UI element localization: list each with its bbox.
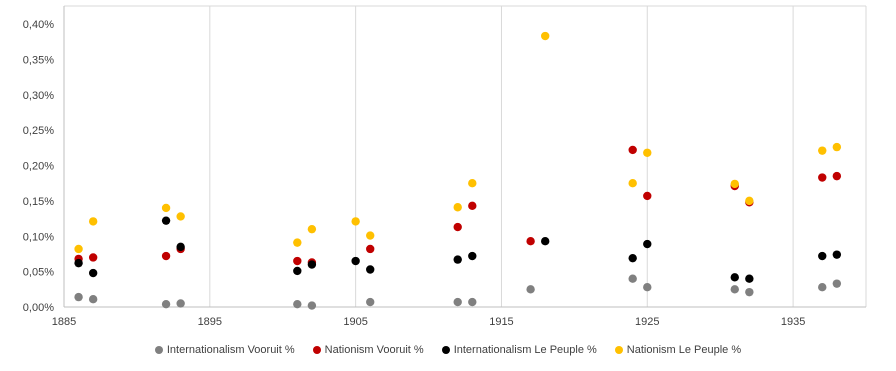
point-series-2	[366, 244, 375, 254]
legend-label: Internationalism Le Peuple %	[453, 344, 597, 356]
point-series-3	[307, 260, 317, 269]
point-series-4	[745, 196, 754, 206]
point-series-2	[468, 201, 477, 211]
point-series-4	[161, 203, 171, 213]
point-series-4	[453, 203, 462, 212]
point-series-2	[88, 253, 98, 262]
legend-item: Nationism Vooruit %	[312, 344, 424, 356]
y-tick-label: 0,20%	[23, 161, 54, 173]
point-series-2	[628, 145, 637, 155]
x-tick-label: 1895	[198, 316, 222, 328]
legend-item: Internationalism Vooruit %	[154, 344, 295, 356]
point-series-3	[74, 258, 83, 268]
point-series-2	[818, 173, 827, 182]
axes: 1885 1895 1905 1915 1925 1935 0,00% 0,05% 0,10% 0…	[23, 6, 866, 328]
point-series-1	[293, 299, 302, 309]
point-series-2	[832, 171, 842, 181]
legend-item: Internationalism Le Peuple %	[441, 344, 597, 356]
point-series-1	[176, 299, 185, 308]
point-series-3	[293, 266, 302, 276]
point-series-2	[526, 237, 535, 246]
point-series-3	[628, 253, 637, 263]
point-series-1	[745, 287, 754, 297]
point-series-4	[293, 238, 302, 247]
point-series-1	[468, 297, 477, 307]
point-series-2	[643, 191, 652, 201]
point-series-1	[88, 295, 98, 304]
point-series-1	[832, 279, 842, 288]
point-series-3	[88, 268, 98, 278]
point-series-3	[643, 239, 652, 249]
point-series-3	[366, 265, 375, 274]
point-series-1	[453, 297, 462, 307]
point-series-4	[730, 179, 739, 189]
y-tick-label: 0,25%	[23, 125, 54, 137]
point-series-2	[293, 256, 302, 266]
point-series-4	[351, 217, 360, 226]
point-series-4	[366, 231, 375, 240]
point-series-3	[453, 255, 462, 264]
legend-item: Nationism Le Peuple %	[614, 344, 742, 356]
point-series-4	[307, 224, 317, 234]
point-series-3	[161, 216, 171, 225]
legend-label: Nationism Vooruit %	[324, 344, 424, 356]
legend-label: Nationism Le Peuple %	[626, 344, 742, 356]
point-series-4	[176, 212, 185, 221]
y-tick-label: 0,00%	[23, 302, 54, 314]
y-tick-label: 0,05%	[23, 267, 54, 279]
point-series-1	[628, 274, 637, 283]
point-series-3	[468, 251, 477, 261]
legend-marker-icon	[441, 346, 450, 354]
point-series-1	[307, 301, 317, 310]
y-tick-label: 0,30%	[23, 90, 54, 102]
point-series-4	[818, 146, 827, 155]
point-series-3	[745, 274, 754, 283]
x-tick-label: 1935	[781, 316, 805, 328]
legend-marker-icon	[154, 346, 163, 354]
point-series-1	[643, 282, 652, 292]
point-series-3	[351, 256, 360, 266]
x-tick-label: 1905	[343, 316, 367, 328]
point-series-3	[730, 273, 739, 282]
y-tick-label: 0,10%	[23, 231, 54, 243]
point-series-1	[730, 285, 739, 294]
legend-label: Internationalism Vooruit %	[166, 344, 295, 356]
point-series-4	[88, 217, 98, 226]
grid-lines	[63, 5, 867, 307]
legend-marker-icon	[614, 346, 623, 354]
x-tick-label: 1885	[52, 316, 76, 328]
point-series-3	[176, 242, 185, 252]
point-series-3	[832, 250, 842, 259]
point-series-4	[643, 148, 652, 157]
point-series-1	[818, 282, 827, 292]
x-tick-label: 1915	[489, 316, 513, 328]
point-series-4	[74, 244, 83, 254]
scatter-plot: 1885 1895 1905 1915 1925 1935 0,00% 0,05% 0,10% 0…	[23, 5, 867, 328]
point-series-4	[468, 178, 477, 188]
point-series-2	[161, 251, 171, 261]
point-series-1	[526, 285, 535, 294]
point-series-4	[832, 142, 842, 152]
y-tick-label: 0,35%	[23, 54, 54, 66]
legend: Internationalism Vooruit % Nationism Voor…	[0, 344, 896, 356]
point-series-1	[161, 299, 171, 309]
point-series-1	[74, 292, 83, 302]
point-series-3	[818, 251, 827, 261]
y-tick-label: 0,40%	[23, 19, 54, 31]
point-series-2	[453, 222, 462, 232]
point-series-1	[366, 297, 375, 307]
point-series-3	[541, 237, 550, 246]
y-tick-label: 0,15%	[23, 196, 54, 208]
data-points	[74, 31, 842, 310]
point-series-4	[628, 178, 637, 188]
point-series-4	[541, 31, 550, 41]
x-tick-label: 1925	[635, 316, 659, 328]
legend-marker-icon	[312, 346, 321, 354]
